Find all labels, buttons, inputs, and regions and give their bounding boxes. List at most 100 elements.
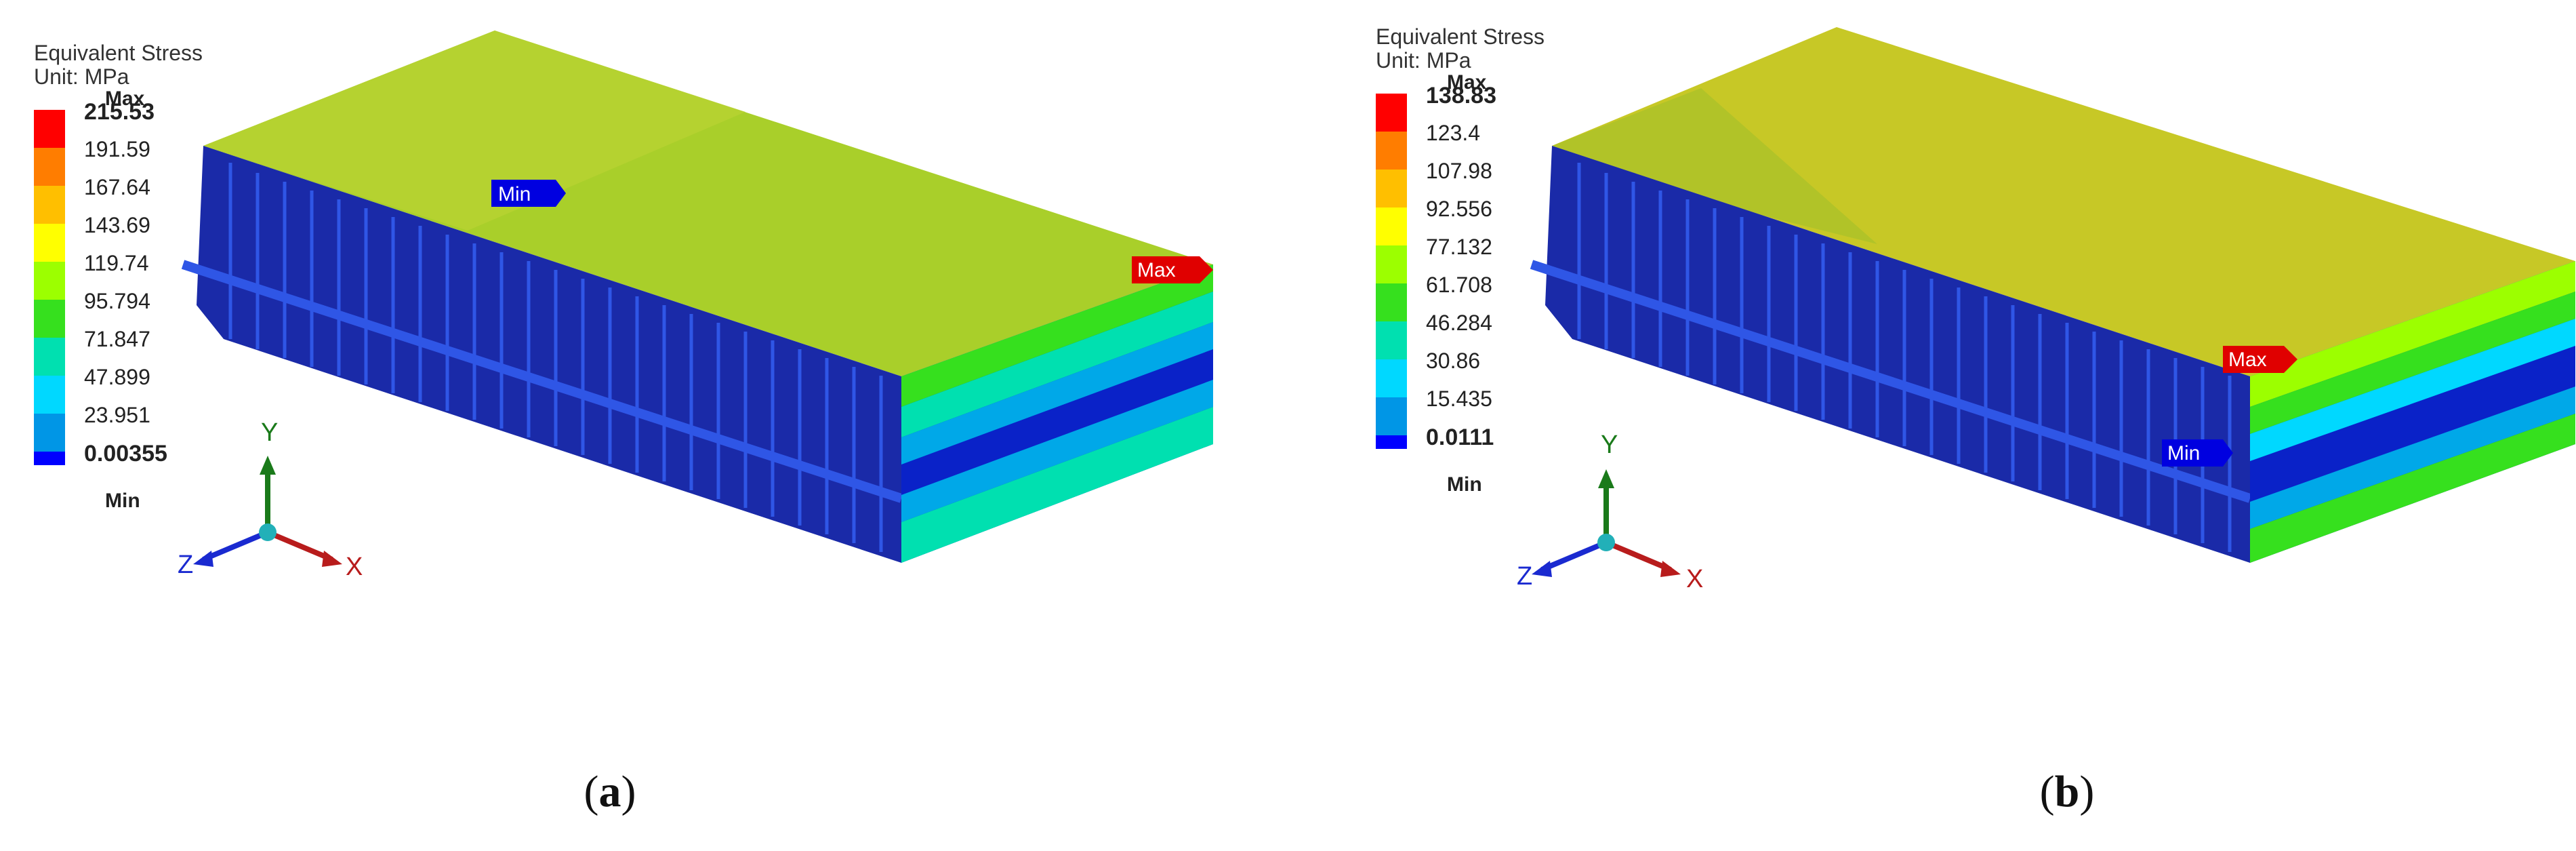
legend-swatch: [34, 186, 65, 224]
stiffener-lines: [1577, 163, 2232, 552]
legend-level: 15.435: [1376, 387, 1593, 435]
legend-level: 138.83: [1376, 83, 1593, 132]
side-band-1: [2250, 261, 2575, 407]
max-probe: Max: [1132, 256, 1213, 283]
legend-level: 215.53: [34, 99, 251, 148]
legend-value: 107.98: [1426, 159, 1492, 183]
legend-swatch: [1376, 207, 1407, 245]
legend-swatch: [1376, 397, 1407, 435]
legend-value: 191.59: [84, 137, 150, 161]
legend-level: 0.0111: [1376, 424, 1593, 473]
legend-value: 167.64: [84, 175, 150, 199]
svg-text:Y: Y: [261, 418, 278, 447]
top-face-yellow-band: [203, 31, 745, 231]
legend-value: 15.435: [1426, 387, 1492, 411]
svg-text:Max: Max: [2228, 349, 2267, 371]
horizontal-girder: [1530, 260, 2252, 503]
side-band-5: [2250, 414, 2575, 563]
horizontal-girder: [181, 260, 903, 503]
legend-value: 77.132: [1426, 235, 1492, 259]
legend-level: 123.4: [1376, 121, 1593, 170]
front-face: [1545, 146, 2250, 563]
legend-value: 143.69: [84, 213, 150, 237]
min-probe: Min: [491, 180, 566, 207]
legend-level: 71.847: [34, 327, 251, 376]
legend-swatch: [1376, 170, 1407, 207]
legend-swatch: [34, 148, 65, 186]
side-band-3: [2250, 319, 2575, 461]
svg-text:Z: Z: [178, 551, 193, 579]
legend-title: Equivalent Stress: [34, 41, 203, 65]
legend-value: 95.794: [84, 289, 150, 313]
svg-text:Y: Y: [1601, 431, 1618, 459]
top-face: [1552, 27, 2575, 376]
legend-min-label: Min: [1447, 473, 1482, 496]
front-face: [197, 146, 901, 563]
stiffener-lines: [228, 163, 883, 552]
legend-unit: Unit: MPa: [34, 64, 129, 89]
legend-level: 47.899: [34, 365, 251, 414]
legend-value: 23.951: [84, 403, 150, 427]
svg-text:Min: Min: [498, 183, 531, 205]
svg-text:Min: Min: [2167, 442, 2200, 464]
panel-a: Equivalent Stress Unit: MPa Max 215.53 19…: [34, 31, 1213, 816]
legend-value: 123.4: [1426, 121, 1481, 145]
min-probe: Min: [2162, 439, 2233, 467]
legend-title: Equivalent Stress: [1376, 24, 1545, 49]
legend-swatch: [1376, 94, 1407, 132]
side-band-3: [901, 322, 1213, 464]
legend-level: 30.86: [1376, 349, 1593, 397]
caption-a: (a): [584, 767, 636, 816]
legend-value: 47.899: [84, 365, 150, 389]
legend-level: 77.132: [1376, 235, 1593, 283]
legend-value: 30.86: [1426, 349, 1481, 373]
legend-unit: Unit: MPa: [1376, 48, 1471, 73]
legend-swatch: [1376, 245, 1407, 283]
legend-swatch: [34, 300, 65, 338]
legend-value: 138.83: [1426, 83, 1496, 108]
legend-value: 92.556: [1426, 197, 1492, 221]
legend-swatch: [1376, 132, 1407, 170]
legend-value: 215.53: [84, 99, 155, 125]
stress-legend: Equivalent Stress Unit: MPa Max 215.53 19…: [34, 41, 251, 513]
legend-max-label: Max: [105, 87, 145, 110]
legend-value: 119.74: [84, 251, 149, 275]
side-band-1: [901, 264, 1213, 407]
legend-rows: 215.53 191.59 167.64 143.69 119.74 95.794 71.8…: [34, 99, 251, 490]
side-band-5: [901, 407, 1213, 563]
legend-level: 167.64: [34, 175, 251, 224]
side-band-4: [2250, 387, 2575, 529]
axis-triad: Y X Z: [1517, 431, 1703, 593]
legend-swatch: [34, 110, 65, 148]
legend-level: 92.556: [1376, 197, 1593, 245]
legend-swatch: [1376, 321, 1407, 359]
side-band-2: [901, 292, 1213, 437]
legend-level: 23.951: [34, 403, 251, 452]
model-view: Min Max Y X Z: [178, 31, 1213, 581]
legend-value: 61.708: [1426, 273, 1492, 297]
legend-value: 0.00355: [84, 441, 167, 467]
legend-swatch: [1376, 435, 1407, 449]
legend-max-label: Max: [1447, 71, 1487, 94]
legend-level: 119.74: [34, 251, 251, 300]
side-band-2: [2250, 292, 2575, 434]
svg-text:X: X: [1686, 565, 1703, 593]
svg-text:X: X: [346, 553, 363, 581]
model-view: Max Min Y X Z: [1517, 27, 2575, 593]
legend-swatch: [34, 376, 65, 414]
legend-swatch: [1376, 283, 1407, 321]
legend-swatch: [34, 224, 65, 262]
legend-rows: 138.83 123.4 107.98 92.556 77.132 61.708 46.28…: [1376, 83, 1593, 473]
legend-swatch: [34, 414, 65, 452]
legend-value: 0.0111: [1426, 424, 1494, 450]
max-probe: Max: [2223, 346, 2297, 373]
legend-level: 61.708: [1376, 273, 1593, 321]
svg-text:Max: Max: [1137, 259, 1176, 281]
legend-swatch: [1376, 359, 1407, 397]
panel-b: Equivalent Stress Unit: MPa Max 138.83 12…: [1322, 0, 2576, 851]
legend-swatch: [34, 452, 65, 465]
legend-level: 107.98: [1376, 159, 1593, 207]
legend-swatch: [34, 262, 65, 300]
top-face-green-patch: [1552, 88, 1877, 244]
stress-legend: Equivalent Stress Unit: MPa Max 138.83 12…: [1376, 24, 1593, 496]
